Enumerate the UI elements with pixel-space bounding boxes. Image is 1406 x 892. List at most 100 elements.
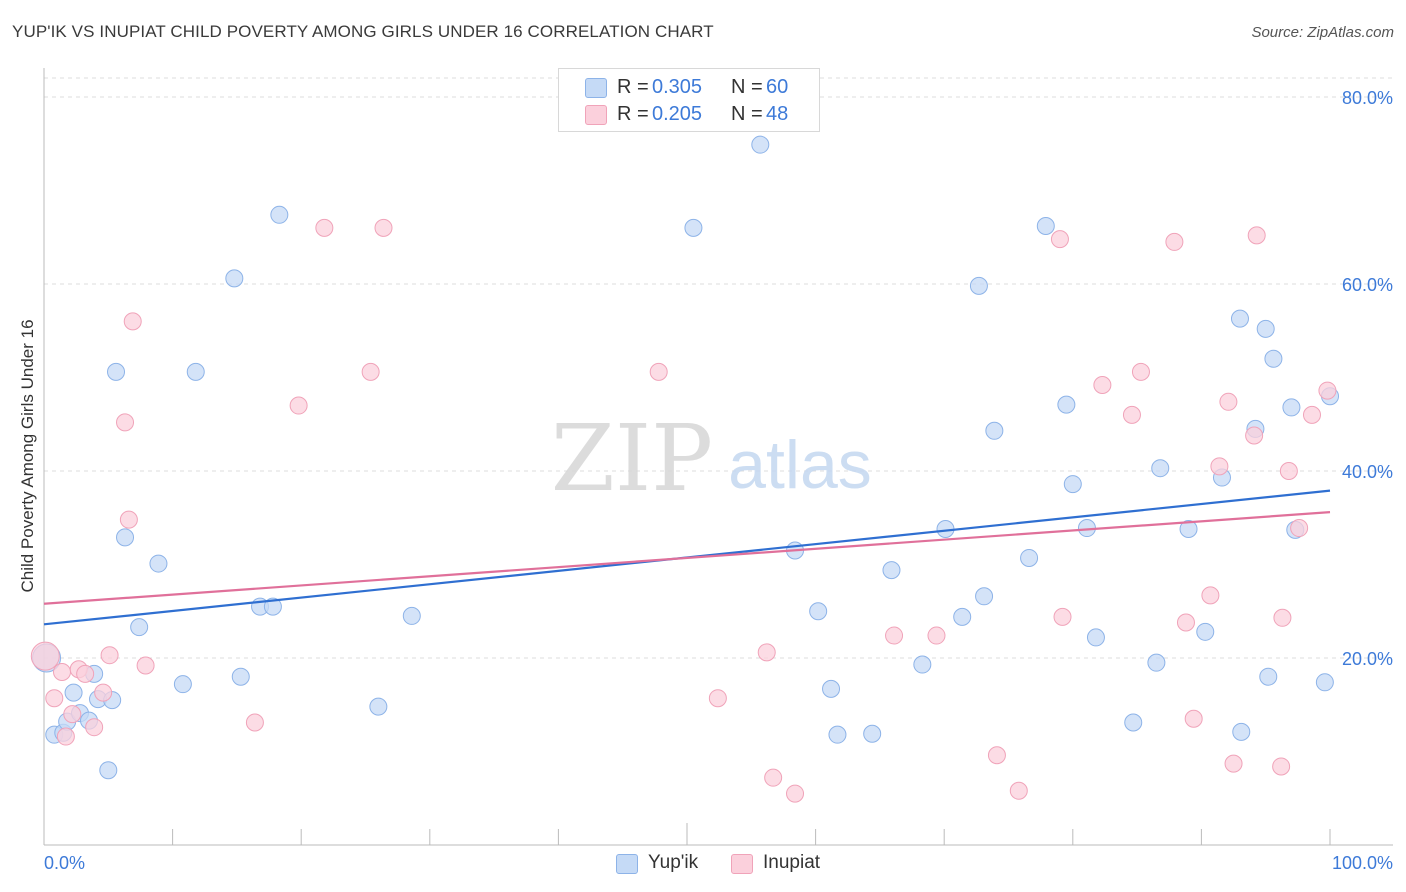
inupiat-point <box>786 784 805 803</box>
inupiat-point <box>76 664 95 683</box>
yupik-point <box>130 618 149 637</box>
inupiat-point <box>1201 586 1220 605</box>
yupik-point <box>1259 667 1278 686</box>
yupik-point <box>1196 622 1215 641</box>
trend-lines <box>43 489 1331 626</box>
inupiat-point <box>1290 519 1309 538</box>
inupiat-point <box>1184 709 1203 728</box>
yupik-point <box>1036 217 1055 236</box>
inupiat-point <box>53 663 72 682</box>
grid-lines <box>44 77 1393 659</box>
inupiat-point <box>1122 405 1141 424</box>
stats-row-yupik: R = 0.305 N = 60 <box>559 74 819 100</box>
yupik-point <box>1063 475 1082 494</box>
yupik-point <box>751 135 770 154</box>
inupiat-point <box>1279 462 1298 480</box>
y-tick-label: 20.0% <box>1342 649 1393 669</box>
inupiat-point <box>30 641 60 671</box>
yupik-point <box>1086 628 1105 647</box>
yupik-point <box>1232 722 1251 741</box>
watermark-atlas: atlas <box>728 427 872 503</box>
yupik-point <box>173 675 192 694</box>
inupiat-point <box>1053 607 1072 626</box>
r-label: R = <box>617 103 649 125</box>
yupik-point <box>225 269 244 288</box>
n-value: 48 <box>766 103 789 125</box>
inupiat-point <box>649 362 668 381</box>
inupiat-point <box>63 705 82 724</box>
inupiat-swatch <box>585 105 607 125</box>
legend-label-inupiat: Inupiat <box>763 852 821 873</box>
inupiat-point <box>116 413 135 432</box>
yupik-point <box>828 725 847 744</box>
inupiat-point <box>1273 608 1292 627</box>
inupiat-trend-line <box>43 511 1331 605</box>
yupik-point <box>1124 713 1143 732</box>
inupiat-point <box>987 746 1006 765</box>
inupiat-point <box>85 718 104 737</box>
yupik-point <box>149 554 168 573</box>
inupiat-point <box>136 656 155 675</box>
yupik-point <box>64 683 83 702</box>
yupik-point <box>975 587 994 606</box>
inupiat-point <box>245 713 264 732</box>
inupiat-point <box>1210 457 1229 476</box>
inupiat-point <box>1131 362 1150 381</box>
inupiat-point <box>289 396 308 415</box>
inupiat-legend-swatch <box>731 854 753 874</box>
yupik-swatch <box>585 78 607 98</box>
yupik-point <box>953 607 972 626</box>
inupiat-point <box>56 727 75 746</box>
inupiat-point <box>708 689 727 708</box>
inupiat-point <box>885 626 904 645</box>
watermark-zip: ZIP <box>551 405 713 512</box>
yupik-point <box>1315 673 1334 692</box>
inupiat-point <box>119 510 138 529</box>
yupik-point <box>231 667 250 686</box>
yupik-point <box>1151 459 1170 478</box>
n-value: 60 <box>766 76 789 98</box>
inupiat-point <box>927 626 946 645</box>
axes <box>43 68 1393 846</box>
inupiat-point <box>123 312 142 331</box>
y-tick-label: 80.0% <box>1342 88 1393 108</box>
yupik-legend-swatch <box>616 854 638 874</box>
inupiat-point <box>374 218 393 237</box>
inupiat-point <box>764 768 783 787</box>
yupik-point <box>822 679 841 698</box>
r-label: R = <box>617 76 649 98</box>
yupik-point <box>402 606 421 625</box>
inupiat-point <box>1247 226 1266 245</box>
yupik-point <box>1179 519 1198 538</box>
watermark: ZIP atlas <box>551 405 872 512</box>
data-points <box>30 135 1339 803</box>
inupiat-point <box>94 683 113 702</box>
r-value: 0.205 <box>652 103 703 125</box>
inupiat-point <box>100 646 119 665</box>
inupiat-point <box>757 643 776 662</box>
x-tick-label-max: 100.0% <box>1332 853 1393 873</box>
inupiat-point <box>1318 381 1337 400</box>
yupik-point <box>1230 309 1249 328</box>
yupik-point <box>913 655 932 674</box>
yupik-point <box>684 218 703 237</box>
n-label: N = <box>731 76 763 98</box>
yupik-point <box>809 602 828 621</box>
yupik-point <box>969 276 988 295</box>
source-credit: Source: ZipAtlas.com <box>1251 24 1394 41</box>
yupik-point <box>1256 319 1275 338</box>
inupiat-point <box>315 218 334 237</box>
yupik-point <box>107 362 126 381</box>
yupik-point <box>263 597 282 616</box>
n-label: N = <box>731 103 763 125</box>
tick-labels: 20.0% 40.0% 60.0% 80.0% 0.0% 100.0% <box>44 88 1393 873</box>
inupiat-point <box>45 689 64 708</box>
yupik-point <box>270 205 289 224</box>
stats-legend: R = 0.305 N = 60 R = 0.205 N = 48 <box>558 68 820 132</box>
yupik-point <box>882 561 901 580</box>
inupiat-point <box>1245 426 1264 445</box>
yupik-point <box>1147 653 1166 672</box>
inupiat-point <box>1050 230 1069 249</box>
r-value: 0.305 <box>652 76 703 98</box>
